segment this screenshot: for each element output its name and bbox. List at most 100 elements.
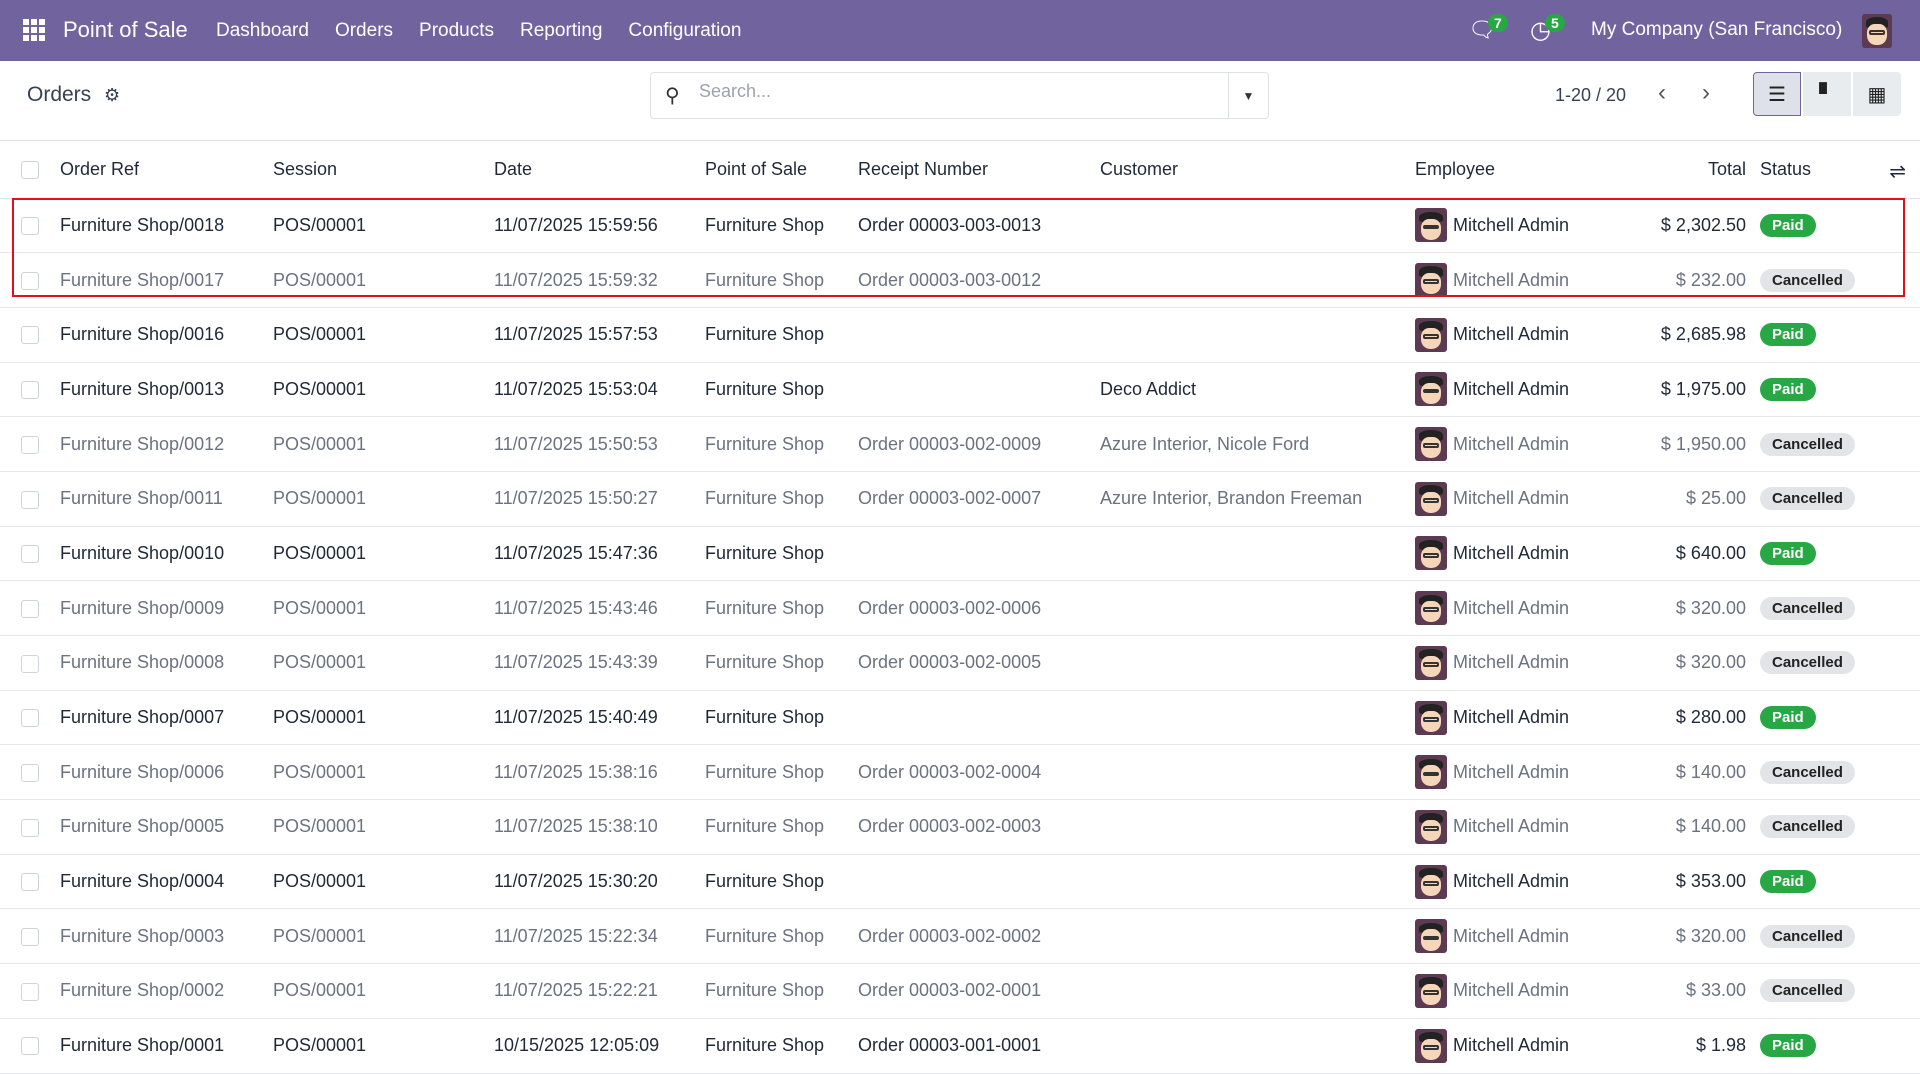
menu-products[interactable]: Products bbox=[419, 20, 495, 41]
row-checkbox[interactable] bbox=[21, 982, 39, 1001]
col-employee[interactable]: Employee bbox=[1415, 141, 1620, 199]
search-bar: ⚲ ▼ bbox=[650, 72, 1269, 119]
company-switcher[interactable]: My Company (San Francisco) bbox=[1591, 19, 1843, 40]
point-of-sale: Furniture Shop bbox=[705, 307, 858, 363]
date: 11/07/2025 15:57:53 bbox=[494, 307, 705, 363]
table-row[interactable]: Furniture Shop/0018 POS/00001 11/07/2025… bbox=[0, 198, 1920, 254]
status-badge: Cancelled bbox=[1760, 815, 1855, 839]
col-status[interactable]: Status ⇌ bbox=[1760, 141, 1920, 199]
menu-orders[interactable]: Orders bbox=[334, 20, 394, 41]
row-checkbox[interactable] bbox=[21, 654, 39, 673]
table-row[interactable]: Furniture Shop/0013 POS/00001 11/07/2025… bbox=[0, 362, 1920, 418]
col-total[interactable]: Total bbox=[1620, 141, 1746, 199]
control-panel: Orders ⚙ ⚲ ▼ 1-20 / 20 ‹ › ☰ ▘ ▦ bbox=[0, 61, 1920, 141]
search-options-toggle[interactable]: ▼ bbox=[1228, 73, 1268, 118]
status-badge: Paid bbox=[1760, 377, 1816, 401]
col-status-label: Status bbox=[1760, 158, 1812, 179]
row-checkbox[interactable] bbox=[21, 271, 39, 290]
pager-value[interactable]: 1-20 / 20 bbox=[1555, 85, 1627, 105]
row-checkbox[interactable] bbox=[21, 381, 39, 400]
pager-previous-button[interactable]: ‹ bbox=[1658, 79, 1666, 106]
row-checkbox[interactable] bbox=[21, 545, 39, 564]
employee-name: Mitchell Admin bbox=[1453, 871, 1570, 892]
row-checkbox[interactable] bbox=[21, 1037, 39, 1056]
search-input[interactable] bbox=[699, 81, 1199, 102]
table-row[interactable]: Furniture Shop/0008 POS/00001 11/07/2025… bbox=[0, 635, 1920, 691]
table-row[interactable]: Furniture Shop/0011 POS/00001 11/07/2025… bbox=[0, 471, 1920, 527]
customer: Deco Addict bbox=[1100, 362, 1415, 418]
row-checkbox[interactable] bbox=[21, 326, 39, 345]
employee-name: Mitchell Admin bbox=[1453, 488, 1570, 509]
table-row[interactable]: Furniture Shop/0009 POS/00001 11/07/2025… bbox=[0, 580, 1920, 636]
employee-avatar bbox=[1415, 208, 1447, 243]
row-checkbox[interactable] bbox=[21, 873, 39, 892]
session: POS/00001 bbox=[273, 471, 494, 527]
gear-icon[interactable]: ⚙ bbox=[104, 85, 121, 105]
employee-avatar bbox=[1415, 427, 1447, 462]
col-order-ref[interactable]: Order Ref bbox=[60, 141, 273, 199]
table-row[interactable]: Furniture Shop/0017 POS/00001 11/07/2025… bbox=[0, 252, 1920, 308]
total: $ 320.00 bbox=[1620, 908, 1746, 965]
employee-avatar bbox=[1415, 809, 1447, 844]
employee-name: Mitchell Admin bbox=[1453, 378, 1570, 399]
table-row[interactable]: Furniture Shop/0003 POS/00001 11/07/2025… bbox=[0, 908, 1920, 965]
row-checkbox[interactable] bbox=[21, 928, 39, 947]
status-badge: Paid bbox=[1760, 541, 1816, 565]
row-checkbox[interactable] bbox=[21, 217, 39, 236]
customer bbox=[1100, 963, 1415, 1019]
menu-reporting[interactable]: Reporting bbox=[520, 20, 603, 41]
table-header: Order Ref Session Date Point of Sale Rec… bbox=[0, 141, 1920, 199]
customer: Azure Interior, Nicole Ford bbox=[1100, 416, 1415, 472]
total: $ 2,685.98 bbox=[1620, 307, 1746, 363]
row-checkbox[interactable] bbox=[21, 818, 39, 837]
customer bbox=[1100, 1018, 1415, 1074]
pager-next-button[interactable]: › bbox=[1702, 79, 1710, 106]
app-grid-icon[interactable] bbox=[23, 19, 45, 41]
user-avatar[interactable] bbox=[1862, 14, 1892, 48]
optional-columns-icon[interactable]: ⇌ bbox=[1889, 160, 1906, 183]
date: 11/07/2025 15:53:04 bbox=[494, 362, 705, 418]
col-date[interactable]: Date bbox=[494, 141, 705, 199]
row-checkbox[interactable] bbox=[21, 763, 39, 782]
app-name[interactable]: Point of Sale bbox=[63, 17, 188, 42]
table-row[interactable]: Furniture Shop/0004 POS/00001 11/07/2025… bbox=[0, 854, 1920, 910]
menu-dashboard[interactable]: Dashboard bbox=[216, 20, 309, 41]
kanban-view-button[interactable]: ▘ bbox=[1803, 72, 1851, 116]
order-ref: Furniture Shop/0008 bbox=[60, 635, 273, 691]
order-ref: Furniture Shop/0006 bbox=[60, 744, 273, 801]
row-checkbox[interactable] bbox=[21, 709, 39, 728]
date: 11/07/2025 15:22:21 bbox=[494, 963, 705, 1019]
col-point-of-sale[interactable]: Point of Sale bbox=[705, 141, 858, 199]
list-view-button[interactable]: ☰ bbox=[1753, 72, 1801, 116]
table-row[interactable]: Furniture Shop/0010 POS/00001 11/07/2025… bbox=[0, 526, 1920, 582]
table-row[interactable]: Furniture Shop/0016 POS/00001 11/07/2025… bbox=[0, 307, 1920, 363]
menu-configuration[interactable]: Configuration bbox=[628, 20, 742, 41]
order-ref: Furniture Shop/0003 bbox=[60, 908, 273, 965]
order-ref: Furniture Shop/0013 bbox=[60, 362, 273, 418]
employee-name: Mitchell Admin bbox=[1453, 980, 1570, 1001]
point-of-sale: Furniture Shop bbox=[705, 526, 858, 582]
date: 11/07/2025 15:38:10 bbox=[494, 799, 705, 855]
table-row[interactable]: Furniture Shop/0001 POS/00001 10/15/2025… bbox=[0, 1018, 1920, 1074]
table-row[interactable]: Furniture Shop/0012 POS/00001 11/07/2025… bbox=[0, 416, 1920, 472]
order-ref: Furniture Shop/0009 bbox=[60, 580, 273, 636]
status-badge: Paid bbox=[1760, 706, 1816, 730]
col-session[interactable]: Session bbox=[273, 141, 494, 199]
table-row[interactable]: Furniture Shop/0005 POS/00001 11/07/2025… bbox=[0, 799, 1920, 855]
col-customer[interactable]: Customer bbox=[1100, 141, 1415, 199]
employee-name: Mitchell Admin bbox=[1453, 761, 1570, 782]
session: POS/00001 bbox=[273, 580, 494, 636]
employee-name: Mitchell Admin bbox=[1453, 433, 1570, 454]
row-checkbox[interactable] bbox=[21, 435, 39, 454]
table-row[interactable]: Furniture Shop/0002 POS/00001 11/07/2025… bbox=[0, 963, 1920, 1019]
table-row[interactable]: Furniture Shop/0006 POS/00001 11/07/2025… bbox=[0, 744, 1920, 801]
point-of-sale: Furniture Shop bbox=[705, 690, 858, 746]
select-all-checkbox[interactable] bbox=[21, 161, 39, 179]
row-checkbox[interactable] bbox=[21, 599, 39, 618]
customer bbox=[1100, 690, 1415, 746]
point-of-sale: Furniture Shop bbox=[705, 198, 858, 254]
row-checkbox[interactable] bbox=[21, 490, 39, 509]
table-row[interactable]: Furniture Shop/0007 POS/00001 11/07/2025… bbox=[0, 690, 1920, 746]
col-receipt-number[interactable]: Receipt Number bbox=[858, 141, 1100, 199]
pivot-view-button[interactable]: ▦ bbox=[1853, 72, 1901, 116]
